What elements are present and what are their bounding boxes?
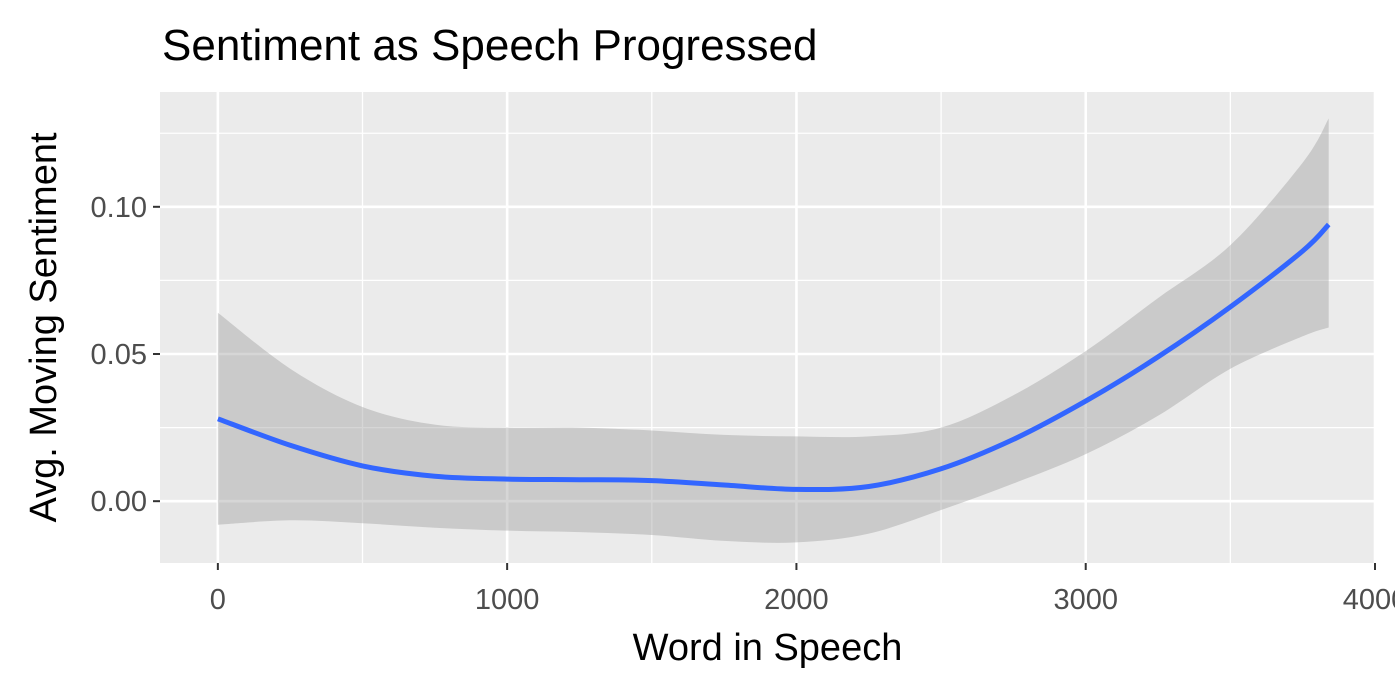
x-axis-title: Word in Speech <box>633 627 903 669</box>
grid-minor <box>160 92 1375 563</box>
smooth-line <box>217 222 1331 493</box>
x-tick-label: 3000 <box>1053 584 1118 616</box>
y-axis-title: Avg. Moving Sentiment <box>23 132 65 522</box>
y-tick-label: 0.00 <box>91 486 147 518</box>
confidence-ribbon <box>217 118 1329 543</box>
x-tick-label: 2000 <box>764 584 829 616</box>
y-axis-ticks: 0.00 0.05 0.10 <box>91 192 160 518</box>
x-tick-label: 1000 <box>475 584 540 616</box>
y-tick-label: 0.10 <box>91 192 147 224</box>
grid-major <box>160 92 1377 563</box>
y-tick-label: 0.05 <box>91 339 147 371</box>
chart-title: Sentiment as Speech Progressed <box>162 21 818 70</box>
x-tick-label: 0 <box>210 584 226 616</box>
